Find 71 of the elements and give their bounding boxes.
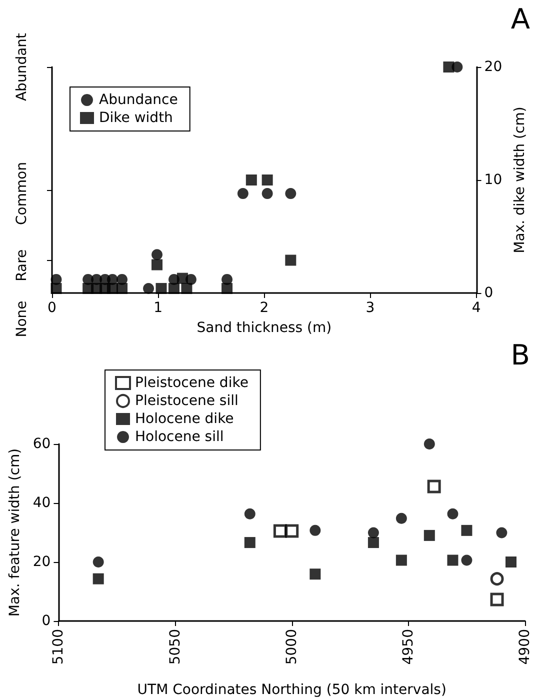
point [156, 282, 167, 294]
x-axis-title: UTM Coordinates Northing (50 km intervals) [137, 682, 446, 698]
point [506, 556, 517, 568]
point [222, 282, 233, 294]
point [427, 480, 441, 494]
point [262, 188, 273, 200]
x-axis-title: Sand thickness (m) [196, 320, 332, 336]
point [50, 282, 62, 294]
text: None [14, 300, 30, 338]
x-tick-label: 2 [260, 300, 269, 316]
y-tick-label: 60 [32, 436, 51, 452]
x-tick-label: 4 [472, 300, 481, 316]
point [143, 282, 154, 294]
x-tick-label: 5100 [50, 629, 67, 665]
point [246, 174, 257, 186]
point [447, 508, 458, 520]
x-tick-label: 3 [366, 300, 375, 316]
point [92, 573, 104, 584]
y-tick-label: 20 [32, 554, 51, 570]
point [443, 62, 454, 72]
y-axis-title: Max. feature width (cm) [7, 448, 23, 617]
point [310, 568, 321, 580]
point [285, 524, 299, 538]
point [237, 188, 248, 200]
point [285, 188, 296, 200]
text: Rare [14, 249, 30, 282]
x-tick-label: 4900 [517, 629, 533, 665]
x-tick-label: 4950 [400, 629, 416, 665]
legend-label: Abundance [99, 92, 178, 108]
point [368, 537, 379, 548]
text: Abundant [14, 32, 30, 102]
point [181, 282, 192, 294]
point [285, 254, 296, 266]
legend-label: Pleistocene dike [135, 375, 248, 391]
x-tick-label: 5000 [284, 629, 300, 665]
y-tick-label: 0 [42, 613, 51, 629]
point [92, 556, 104, 568]
legend-label: Dike width [99, 110, 173, 126]
point [490, 572, 504, 586]
point [168, 282, 180, 294]
point [490, 592, 504, 606]
point [396, 554, 407, 566]
point [152, 259, 163, 270]
y2-tick-label: 0 [484, 285, 494, 301]
point [424, 530, 435, 541]
legend-label: Holocene dike [135, 411, 234, 427]
point [244, 508, 256, 520]
point [461, 524, 472, 536]
point [262, 174, 273, 186]
point [424, 438, 435, 450]
y2-axis-title: Max. dike width (cm) [512, 106, 528, 254]
point [368, 527, 379, 538]
point [396, 512, 407, 524]
point [116, 282, 128, 294]
chart-title: B [510, 338, 530, 372]
chart-title: A [510, 2, 530, 36]
point [310, 524, 321, 536]
point [461, 554, 472, 566]
point [244, 537, 256, 548]
x-tick-label: 5050 [167, 629, 184, 665]
y-tick-label: 40 [32, 495, 51, 511]
point [176, 272, 188, 284]
y2-tick-label: 20 [484, 59, 502, 75]
point [496, 527, 508, 538]
legend-label: Pleistocene sill [135, 393, 238, 409]
legend-label: Holocene sill [135, 429, 224, 445]
text: Common [14, 162, 30, 225]
x-tick-label: 1 [154, 300, 163, 316]
y2-tick-label: 10 [484, 172, 502, 188]
point [152, 249, 163, 260]
point [447, 554, 458, 566]
